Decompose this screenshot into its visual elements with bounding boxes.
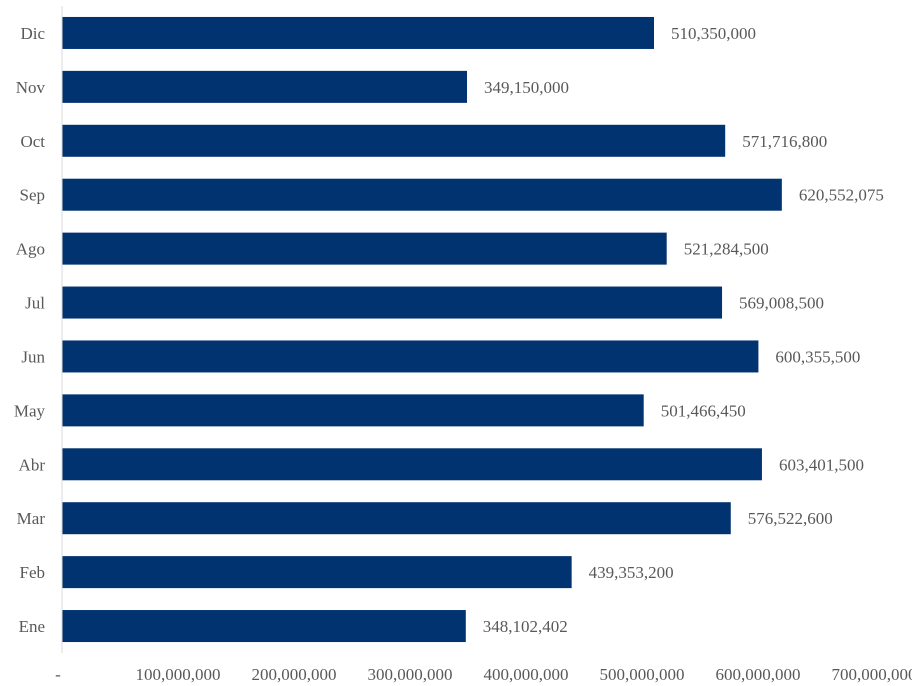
x-tick-label-0: - — [55, 665, 61, 684]
bar-dic — [62, 16, 655, 49]
x-tick-label-2: 200,000,000 — [252, 665, 337, 684]
category-label-feb: Feb — [20, 563, 46, 582]
category-label-sep: Sep — [20, 186, 46, 205]
value-label-jul: 569,008,500 — [739, 294, 824, 313]
value-labels-group: 348,102,402 439,353,200 576,522,600 603,401… — [483, 24, 884, 636]
value-label-abr: 603,401,500 — [779, 455, 864, 474]
category-label-may: May — [14, 401, 46, 420]
category-label-nov: Nov — [16, 78, 46, 97]
bar-ago — [62, 232, 667, 265]
x-tick-label-3: 300,000,000 — [368, 665, 453, 684]
value-label-sep: 620,552,075 — [799, 186, 884, 205]
category-label-ene: Ene — [19, 617, 45, 636]
bar-abr — [62, 448, 762, 481]
bar-jun — [62, 340, 759, 373]
value-label-ago: 521,284,500 — [684, 240, 769, 259]
bar-may — [62, 394, 644, 427]
value-label-oct: 571,716,800 — [742, 132, 827, 151]
x-axis-ticks-group: - 100,000,000 200,000,000 300,000,000 400,00… — [55, 665, 912, 684]
bar-feb — [62, 556, 572, 589]
category-label-jul: Jul — [25, 294, 45, 313]
x-tick-label-7: 700,000,000 — [832, 665, 912, 684]
category-label-dic: Dic — [20, 24, 45, 43]
category-label-jun: Jun — [21, 347, 45, 366]
value-label-nov: 349,150,000 — [484, 78, 569, 97]
category-label-oct: Oct — [20, 132, 45, 151]
x-tick-label-1: 100,000,000 — [136, 665, 221, 684]
category-label-mar: Mar — [17, 509, 46, 528]
bar-oct — [62, 124, 726, 157]
bar-ene — [62, 610, 466, 643]
x-tick-label-6: 600,000,000 — [716, 665, 801, 684]
category-label-abr: Abr — [19, 455, 46, 474]
bars-group — [62, 16, 782, 643]
value-label-feb: 439,353,200 — [589, 563, 674, 582]
value-label-ene: 348,102,402 — [483, 617, 568, 636]
value-label-mar: 576,522,600 — [748, 509, 833, 528]
bar-sep — [62, 178, 782, 211]
value-label-jun: 600,355,500 — [775, 347, 860, 366]
bar-jul — [62, 286, 723, 319]
x-tick-label-4: 400,000,000 — [484, 665, 569, 684]
bar-mar — [62, 502, 731, 535]
bar-nov — [62, 70, 468, 103]
value-label-may: 501,466,450 — [661, 401, 746, 420]
category-labels-group: Ene Feb Mar Abr May Jun Jul Ago Sep Oct Nov Dic — [14, 24, 46, 636]
x-tick-label-5: 500,000,000 — [600, 665, 685, 684]
value-label-dic: 510,350,000 — [671, 24, 756, 43]
category-label-ago: Ago — [16, 240, 45, 259]
